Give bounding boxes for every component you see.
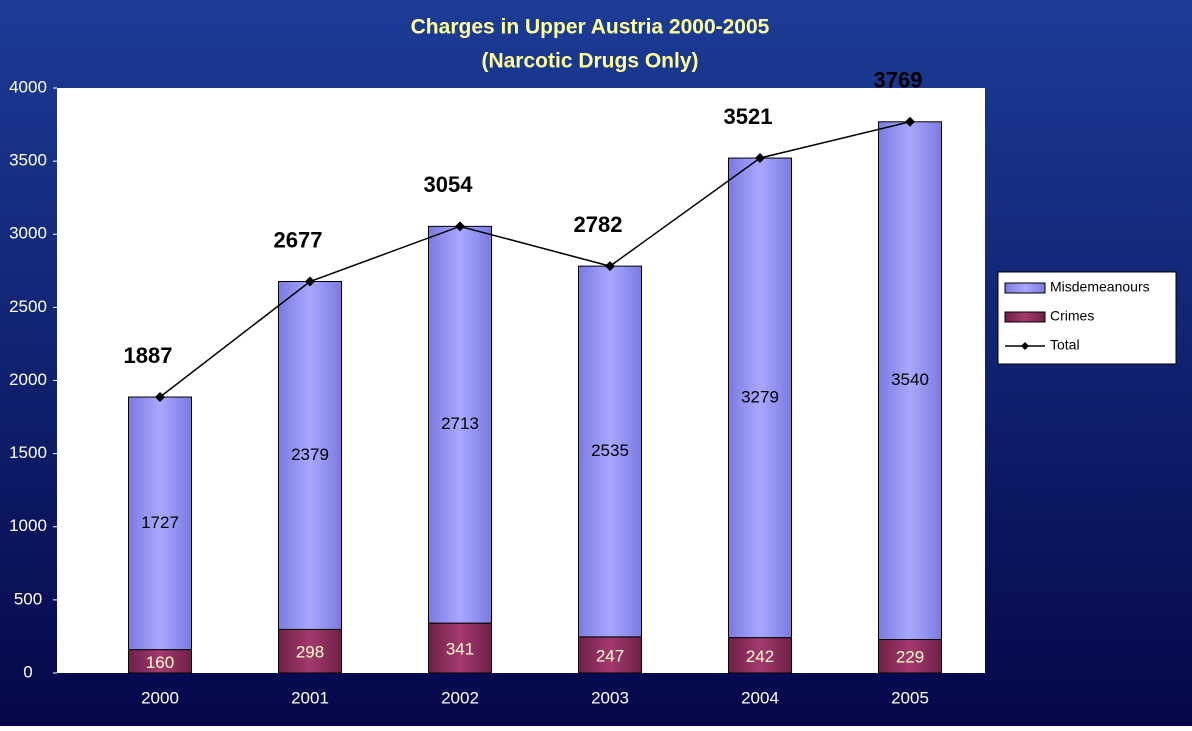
- legend-swatch: [1004, 311, 1046, 323]
- legend-swatch: [1004, 282, 1046, 294]
- bar-segment: [128, 396, 192, 651]
- y-tick-label: 0: [23, 662, 32, 681]
- marker: [155, 392, 165, 403]
- bar-segment: [728, 637, 792, 674]
- y-tick-label: 4000: [9, 77, 47, 96]
- legend-label: Total: [1050, 337, 1080, 353]
- total-label: 3521: [724, 104, 773, 129]
- line: [159, 121, 911, 398]
- data-label: 3540: [891, 370, 929, 389]
- y-tick-label: 2000: [9, 370, 47, 389]
- marker: [455, 221, 465, 232]
- legend-label: Misdemeanours: [1050, 279, 1150, 295]
- data-label: 1727: [141, 513, 179, 532]
- total-label: 1887: [124, 343, 173, 368]
- x-tick-label: 2004: [741, 688, 779, 707]
- plot-area: [57, 88, 985, 673]
- bar-segment: [578, 265, 642, 638]
- data-label: 3279: [741, 387, 779, 406]
- y-tick-label: 2500: [9, 297, 47, 316]
- x-tick-label: 2005: [891, 688, 929, 707]
- y-tick-label: 500: [14, 589, 42, 608]
- data-label: 298: [296, 643, 324, 662]
- x-tick-label: 2002: [441, 688, 479, 707]
- x-tick-label: 2000: [141, 688, 179, 707]
- bar-segment: [278, 280, 342, 630]
- chart-title: Charges in Upper Austria 2000-2005: [411, 16, 770, 39]
- data-label: 160: [146, 653, 174, 672]
- chart-title: (Narcotic Drugs Only): [481, 50, 698, 73]
- legend-swatch: [1021, 342, 1029, 350]
- data-label: 229: [896, 648, 924, 667]
- y-tick-label: 3000: [9, 224, 47, 243]
- data-label: 341: [446, 640, 474, 659]
- marker: [755, 153, 765, 164]
- bar-segment: [428, 622, 492, 674]
- marker: [605, 261, 615, 272]
- total-label: 3769: [874, 68, 923, 93]
- bar-segment: [878, 121, 942, 641]
- data-label: 247: [596, 646, 624, 665]
- legend-label: Crimes: [1050, 308, 1094, 324]
- bar-segment: [278, 628, 342, 674]
- x-tick-label: 2001: [291, 688, 329, 707]
- y-tick-label: 1500: [9, 443, 47, 462]
- marker: [905, 116, 915, 127]
- bar-segment: [428, 225, 492, 624]
- bar-segment: [728, 157, 792, 639]
- x-tick-label: 2003: [591, 688, 629, 707]
- total-label: 3054: [424, 172, 474, 197]
- marker: [305, 276, 315, 287]
- bar-segment: [878, 639, 942, 674]
- total-label: 2782: [574, 212, 623, 237]
- data-label: 242: [746, 647, 774, 666]
- data-label: 2379: [291, 445, 329, 464]
- data-label: 2535: [591, 441, 629, 460]
- y-tick-label: 1000: [9, 516, 47, 535]
- data-label: 2713: [441, 414, 479, 433]
- y-tick-label: 3500: [9, 151, 47, 170]
- total-label: 2677: [274, 227, 323, 252]
